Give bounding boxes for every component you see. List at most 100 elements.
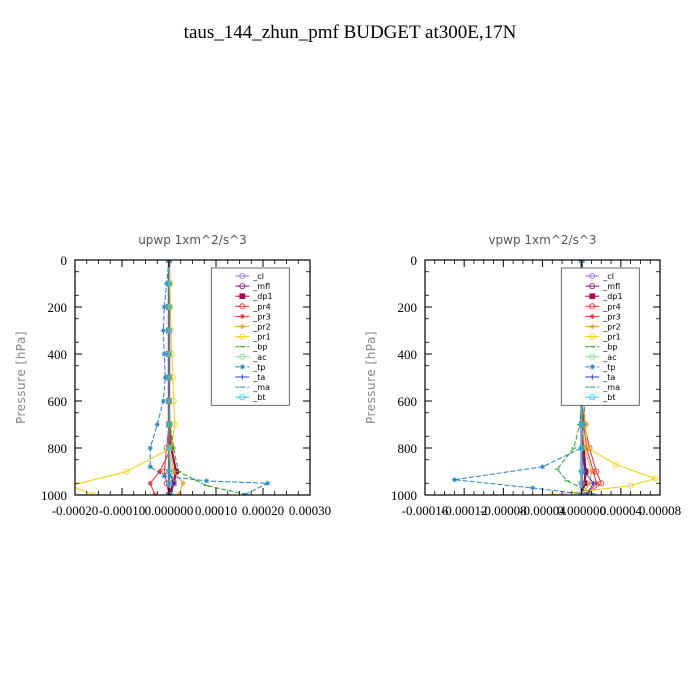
data-point <box>612 461 619 468</box>
legend-marker <box>589 313 595 319</box>
legend-label: _ta <box>252 373 265 382</box>
x-tick-label: -0.00012 <box>441 503 488 518</box>
data-point <box>165 327 172 334</box>
x-tick-label: 0.00004 <box>600 503 643 518</box>
data-point <box>204 478 210 484</box>
y-axis-label: Pressure [hPa] <box>14 331 28 424</box>
y-tick-label: 1000 <box>391 488 417 503</box>
legend-marker <box>239 273 246 280</box>
legend-label: _cl <box>252 272 264 281</box>
legend-marker <box>239 313 245 319</box>
legend-marker <box>239 353 246 360</box>
y-tick-label: 0 <box>61 253 68 268</box>
data-point <box>157 468 163 475</box>
data-point <box>588 468 595 475</box>
y-tick-label: 600 <box>48 394 68 409</box>
legend-label: _tp <box>602 363 615 372</box>
data-point <box>147 464 153 470</box>
page-title: taus_144_zhun_pmf BUDGET at300E,17N <box>183 22 517 43</box>
legend-marker <box>589 293 596 300</box>
data-point <box>123 468 130 475</box>
x-tick-label: 0.000000 <box>145 503 194 518</box>
data-point <box>165 280 172 287</box>
legend-label: _pr1 <box>602 333 620 342</box>
data-point <box>165 444 172 451</box>
data-point <box>147 480 153 486</box>
y-axis-label: Pressure [hPa] <box>364 331 378 424</box>
y-tick-label: 600 <box>398 394 418 409</box>
data-point <box>162 374 168 381</box>
data-point <box>160 327 166 334</box>
legend-label: _pr3 <box>602 312 620 321</box>
y-tick-label: 400 <box>48 347 68 362</box>
legend-marker <box>589 283 596 290</box>
data-point <box>165 468 172 475</box>
legend-label: _bp <box>602 343 617 352</box>
legend-label: _pr3 <box>252 312 270 321</box>
data-point <box>578 444 585 451</box>
legend-marker <box>589 353 596 360</box>
legend: _cl_mfl_dp1_pr4_pr3_pr2_pr1_bp_ac_tp_ta_… <box>210 267 290 406</box>
data-point <box>451 477 457 483</box>
legend-label: _pr2 <box>252 323 270 332</box>
data-point <box>530 485 536 491</box>
y-tick-label: 400 <box>398 347 418 362</box>
data-point <box>68 483 73 488</box>
series-line-pr1 <box>75 260 176 495</box>
data-point <box>265 480 271 486</box>
series-line-tp <box>149 260 268 495</box>
legend-label: _tp <box>252 363 265 372</box>
legend: _cl_mfl_dp1_pr4_pr3_pr2_pr1_bp_ac_tp_ta_… <box>560 267 640 406</box>
data-point <box>154 421 160 428</box>
legend-marker <box>589 333 596 340</box>
data-point <box>165 351 172 358</box>
x-tick-label: -0.00020 <box>52 503 99 518</box>
legend-label: _cl <box>602 272 614 281</box>
legend-label: _mfl <box>252 282 270 291</box>
legend-marker <box>589 364 595 370</box>
legend-marker <box>239 374 245 380</box>
legend-marker <box>239 283 246 290</box>
data-point <box>180 480 186 486</box>
x-tick-label: 0.00030 <box>289 503 331 518</box>
legend-label: _ma <box>252 383 270 392</box>
data-point <box>147 445 153 451</box>
legend-label: _mfl <box>602 282 620 291</box>
legend-marker <box>589 323 595 330</box>
x-tick-label: -0.00016 <box>402 503 449 518</box>
legend-label: _bt <box>252 393 265 402</box>
data-point <box>165 397 172 404</box>
x-tick-label: 0.00010 <box>195 503 237 518</box>
data-point <box>161 304 167 310</box>
legend-label: _pr4 <box>252 302 270 311</box>
legend-marker <box>589 374 595 380</box>
legend-marker <box>239 394 246 401</box>
legend-label: _pr2 <box>602 323 620 332</box>
x-tick-label: 0.00020 <box>242 503 284 518</box>
data-point <box>584 444 591 451</box>
chart-upwp: upwp 1xm^2/s^3 Pressure [hPa] 0 200 400 600 80… <box>14 233 331 518</box>
legend-label: _ma <box>602 383 620 392</box>
data-point <box>652 475 659 482</box>
data-point <box>160 398 166 404</box>
legend-label: _dp1 <box>602 292 622 301</box>
subplot-title: upwp 1xm^2/s^3 <box>138 233 247 247</box>
series-group <box>68 260 271 495</box>
legend-box <box>210 267 290 406</box>
data-point <box>165 374 172 381</box>
legend-box <box>560 267 640 406</box>
subplot-title: vpwp 1xm^2/s^3 <box>488 233 596 247</box>
data-point <box>165 480 172 487</box>
y-tick-label: 0 <box>411 253 418 268</box>
y-tick-label: 200 <box>398 300 418 315</box>
data-point <box>593 480 599 486</box>
data-point <box>627 482 634 489</box>
legend-label: _pr4 <box>602 302 620 311</box>
y-tick-label: 200 <box>48 300 68 315</box>
x-tick-label: -0.00010 <box>99 503 146 518</box>
legend-marker <box>239 333 246 340</box>
legend-marker <box>239 293 246 300</box>
data-point <box>590 480 597 486</box>
x-tick-label: -0.00004 <box>519 503 566 518</box>
legend-label: _ac <box>602 353 616 362</box>
